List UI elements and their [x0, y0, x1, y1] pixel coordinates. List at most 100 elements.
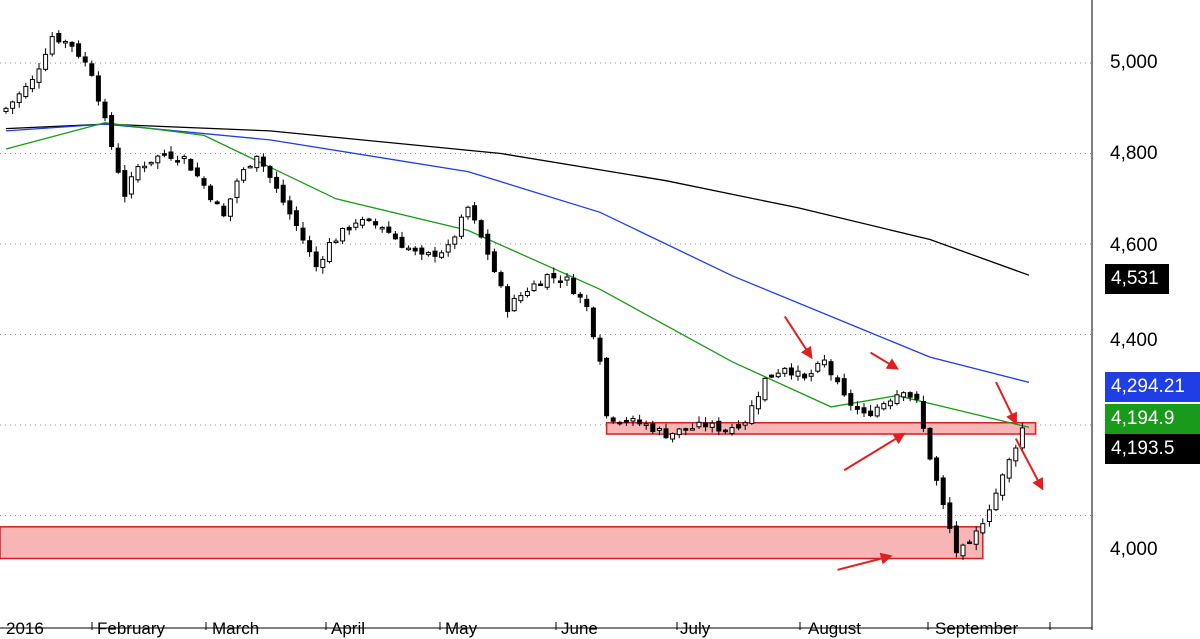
candle-body	[392, 233, 398, 240]
candle-body	[29, 79, 35, 90]
candle-body	[689, 428, 695, 431]
candle-body	[485, 233, 491, 255]
candle-body	[498, 272, 504, 287]
candle-body	[861, 407, 867, 414]
candle-body	[736, 424, 742, 429]
candle-body	[23, 85, 29, 98]
y-tick-label: 4,800	[1110, 143, 1158, 164]
y-tick-label: 4,400	[1110, 330, 1158, 351]
candle-body	[590, 307, 596, 338]
x-tick-label: February	[97, 619, 166, 638]
x-tick-label: March	[212, 619, 260, 638]
annotation-arrow	[843, 432, 906, 472]
y-tick-label: 4,600	[1110, 235, 1158, 256]
candle-body	[10, 101, 16, 109]
candle-body	[326, 242, 332, 263]
candle-body	[234, 180, 240, 198]
candle-body	[881, 403, 887, 410]
candle-body	[353, 222, 359, 228]
candle-body	[927, 427, 933, 460]
candle-body	[802, 373, 808, 379]
candle-body	[62, 40, 68, 44]
candle-body	[914, 393, 920, 400]
candle-body	[1019, 427, 1025, 449]
annotation-arrow	[1014, 438, 1044, 491]
candle-body	[56, 33, 62, 43]
candle-body	[953, 525, 959, 554]
candle-body	[175, 160, 181, 163]
x-tick-label: September	[935, 619, 1019, 638]
candle-body	[775, 372, 781, 378]
candle-body	[815, 362, 821, 372]
candle-body	[208, 185, 214, 201]
y-tick-label: 4,000	[1110, 539, 1158, 560]
candle-body	[920, 401, 926, 429]
candle-body	[663, 428, 669, 439]
candle-body	[194, 167, 200, 177]
candle-body	[95, 75, 101, 102]
price-tag-last-close: 4,193.5	[1105, 434, 1200, 464]
candle-body	[49, 36, 55, 55]
candle-body	[564, 276, 570, 281]
candle-body	[894, 394, 900, 405]
candle-body	[934, 457, 940, 481]
support-resistance-zone	[0, 526, 984, 560]
price-tag-black-ma: 4,531	[1105, 264, 1169, 294]
candle-body	[749, 405, 755, 424]
candle-body	[557, 280, 563, 283]
y-tick-label: 5,000	[1110, 52, 1158, 73]
candle-body	[947, 502, 953, 529]
candle-body	[841, 378, 847, 396]
annotation-arrow	[783, 315, 813, 360]
candle-body	[538, 283, 544, 287]
candle-body	[821, 359, 827, 366]
candle-body	[168, 151, 174, 159]
candle-body	[742, 422, 748, 426]
moving-average-line	[5, 123, 1030, 276]
candle-body	[670, 432, 676, 440]
candle-body	[835, 377, 841, 383]
candle-body	[703, 422, 709, 428]
candle-body	[597, 337, 603, 362]
candle-body	[142, 165, 148, 169]
candle-body	[274, 176, 280, 189]
candle-body	[221, 205, 227, 217]
candle-body	[386, 226, 392, 233]
candle-body	[762, 377, 768, 401]
x-tick-label: June	[561, 619, 598, 638]
candle-body	[650, 423, 656, 433]
candle-body	[511, 297, 517, 312]
candle-body	[769, 374, 775, 378]
candle-body	[76, 43, 82, 57]
candle-body	[531, 283, 537, 292]
annotation-arrow	[837, 552, 893, 571]
x-tick-label: August	[808, 619, 861, 638]
candle-body	[161, 153, 167, 156]
candle-body	[333, 240, 339, 244]
candle-body	[465, 206, 471, 218]
candle-body	[287, 200, 293, 215]
candle-body	[373, 221, 379, 226]
candle-body	[214, 201, 220, 205]
candle-body	[967, 541, 973, 545]
candle-body	[854, 406, 860, 410]
candle-body	[808, 373, 814, 377]
candle-body	[122, 170, 128, 197]
candle-body	[399, 236, 405, 248]
candle-body	[577, 293, 583, 298]
candle-body	[227, 198, 233, 217]
candle-body	[544, 274, 550, 288]
candle-body	[379, 226, 385, 230]
candle-body	[267, 166, 273, 178]
candle-body	[524, 291, 530, 296]
candle-body	[300, 227, 306, 241]
candle-body	[201, 178, 207, 186]
candle-body	[3, 107, 9, 112]
candle-body	[993, 492, 999, 511]
candle-body	[604, 357, 610, 417]
candle-body	[128, 176, 134, 195]
candle-body	[848, 393, 854, 406]
candle-body	[247, 165, 253, 169]
